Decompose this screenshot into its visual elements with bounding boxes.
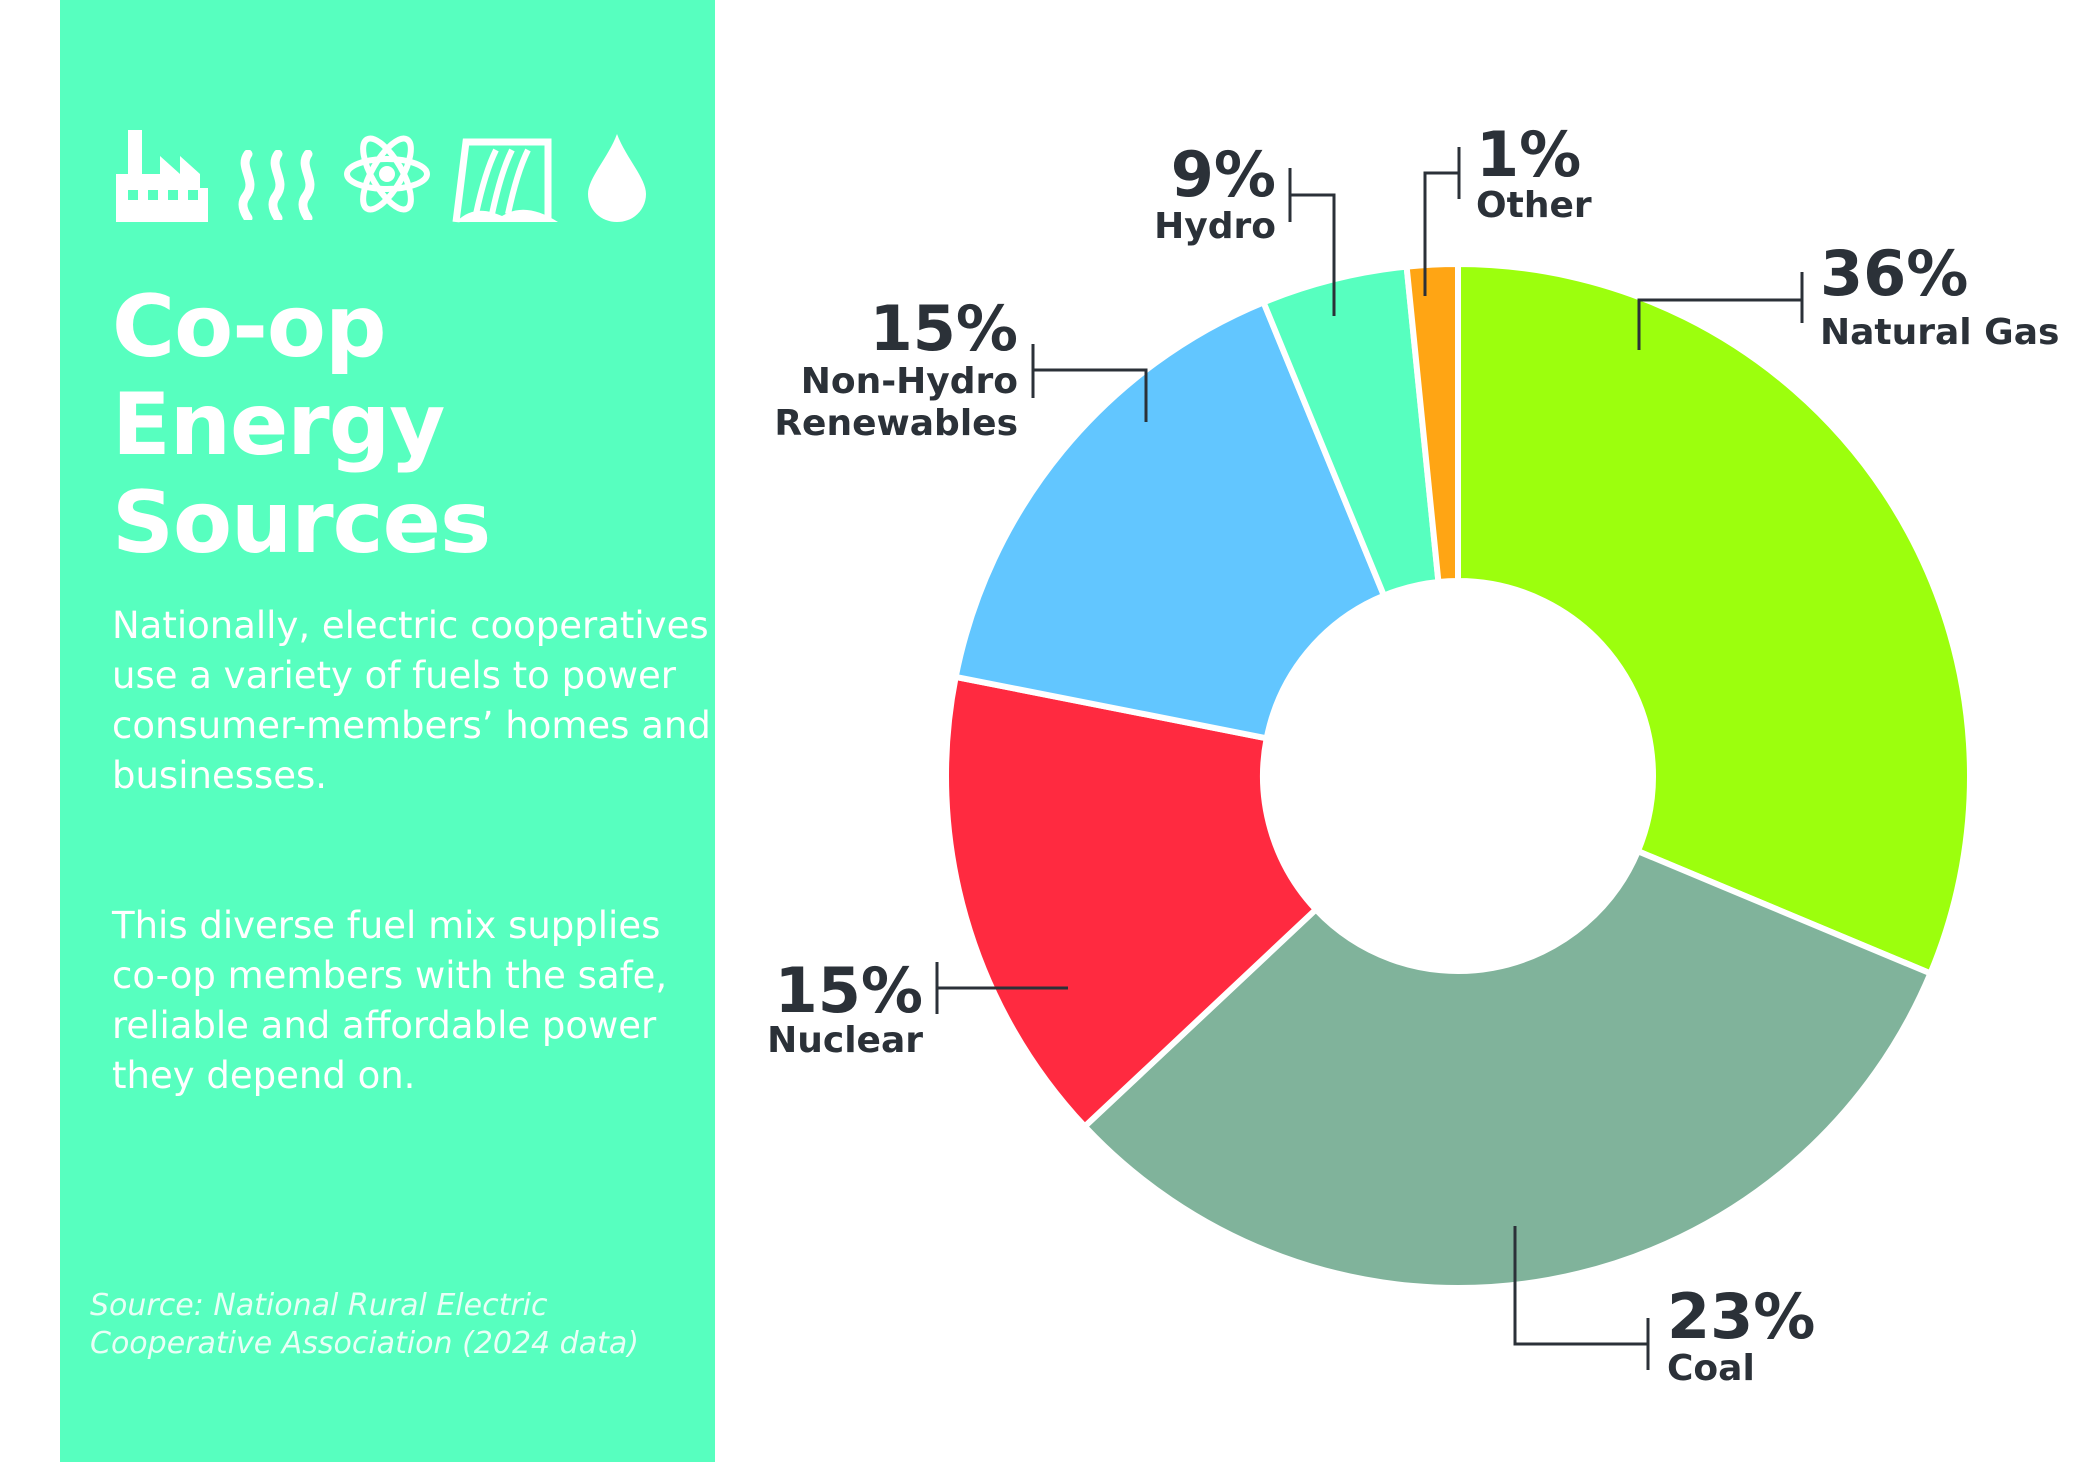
dam-icon xyxy=(452,138,558,223)
leader-line-non-hydro-renewables xyxy=(1031,344,1148,422)
slice-natural-gas xyxy=(1455,261,1973,977)
title-line: Co-op xyxy=(112,277,387,377)
value-label-nuclear: 15% xyxy=(775,954,923,1027)
sidebar-panel: Co-op Energy Sources Nationally, electri… xyxy=(60,0,715,1462)
category-label-other: Other xyxy=(1476,185,1592,226)
atom-icon xyxy=(344,135,430,213)
value-label-natural-gas: 36% xyxy=(1820,237,1968,310)
category-label-non-hydro-renewables: Renewables xyxy=(774,403,1018,444)
category-label-natural-gas: Natural Gas xyxy=(1820,312,2059,353)
category-label-hydro: Hydro xyxy=(1154,206,1276,247)
value-label-non-hydro-renewables: 15% xyxy=(870,292,1018,365)
value-label-hydro: 9% xyxy=(1171,138,1276,211)
leader-line-coal xyxy=(1513,1226,1650,1370)
leader-line-natural-gas xyxy=(1637,272,1804,350)
slice-non-hydro-renewables xyxy=(952,299,1387,742)
intro-paragraph: Nationally, electric cooperatives use a … xyxy=(112,604,711,797)
value-label-coal: 23% xyxy=(1667,1280,1815,1353)
leader-line-hydro xyxy=(1288,168,1336,316)
category-label-non-hydro-renewables: Non-Hydro xyxy=(801,361,1018,402)
fuel-mix-paragraph: This diverse fuel mix supplies co-op mem… xyxy=(112,904,668,1097)
source-note: Source: National Rural Electric Cooperat… xyxy=(90,1288,639,1361)
slice-coal xyxy=(1081,848,1934,1291)
title-line: Energy xyxy=(112,375,445,475)
steam-icon xyxy=(238,150,315,220)
value-label-other: 1% xyxy=(1476,118,1581,191)
factory-icon xyxy=(116,130,208,222)
water-drop-icon xyxy=(588,134,646,222)
slice-nuclear xyxy=(943,673,1319,1130)
leader-line-nuclear xyxy=(935,962,1068,1014)
category-label-coal: Coal xyxy=(1667,1348,1755,1389)
title-line: Sources xyxy=(112,473,491,573)
category-label-nuclear: Nuclear xyxy=(767,1020,923,1061)
leader-line-other xyxy=(1423,147,1461,296)
page-title: Co-op Energy Sources xyxy=(112,277,491,573)
